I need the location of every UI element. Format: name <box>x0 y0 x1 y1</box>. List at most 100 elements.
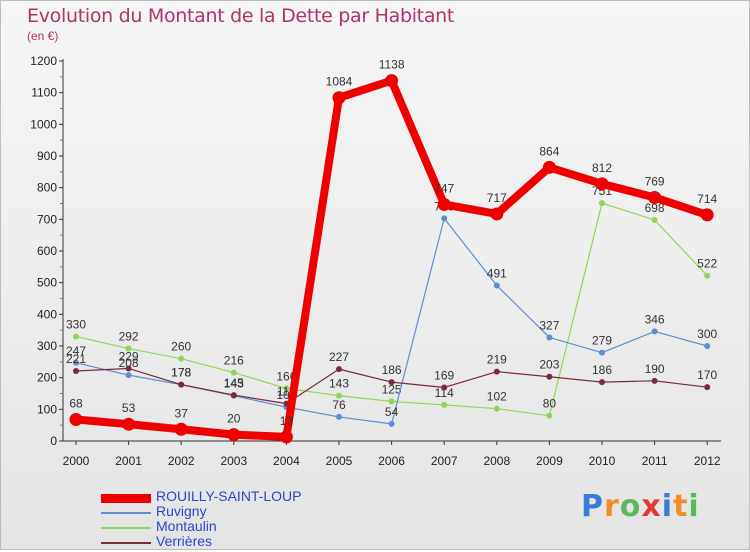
data-point <box>125 365 132 372</box>
data-point <box>73 359 79 366</box>
data-label: 186 <box>592 363 612 377</box>
data-label: 20 <box>227 412 241 426</box>
data-point <box>700 208 714 222</box>
y-tick-label: 0 <box>50 434 57 448</box>
data-label: 178 <box>171 366 191 380</box>
data-label: 80 <box>543 397 557 411</box>
data-label: 125 <box>382 382 402 396</box>
data-label: 717 <box>487 191 507 205</box>
logo-letter: i <box>661 489 674 524</box>
data-point <box>599 379 605 386</box>
data-label: 53 <box>122 401 136 415</box>
data-point <box>704 343 711 349</box>
data-point <box>388 398 395 405</box>
data-point <box>178 381 185 388</box>
data-label: 864 <box>539 144 559 158</box>
logo-letter: i <box>688 489 700 524</box>
data-point <box>648 190 662 204</box>
data-point <box>441 401 448 408</box>
logo-letter: x <box>641 489 662 524</box>
data-label: 102 <box>487 390 507 404</box>
data-label: 68 <box>69 396 83 410</box>
data-label: 346 <box>645 312 665 326</box>
x-tick-label: 2003 <box>220 454 247 468</box>
data-point <box>388 379 395 386</box>
y-tick-label: 400 <box>37 307 57 321</box>
data-label: 208 <box>119 356 139 370</box>
y-tick-label: 300 <box>37 339 57 353</box>
data-point <box>595 177 609 191</box>
data-point <box>174 422 188 436</box>
data-point <box>283 385 290 392</box>
y-tick-label: 700 <box>37 212 57 226</box>
data-label: 114 <box>435 386 454 400</box>
data-point <box>441 215 448 222</box>
chart-title: Evolution du Montant de la Dette par Hab… <box>27 5 455 27</box>
data-label: 769 <box>645 174 665 188</box>
data-label: 247 <box>66 344 86 358</box>
data-point <box>230 392 237 399</box>
data-point <box>493 282 500 289</box>
data-point <box>69 412 83 426</box>
data-label: 178 <box>171 366 191 380</box>
logo-letter: o <box>619 489 642 524</box>
data-point <box>279 430 293 444</box>
x-tick-label: 2004 <box>273 454 300 468</box>
data-label: 491 <box>487 267 507 281</box>
data-point <box>493 405 500 412</box>
data-point <box>230 369 237 376</box>
proxiti-logo: Proxiti <box>581 489 700 524</box>
data-label: 330 <box>66 318 86 332</box>
data-label: 812 <box>592 161 612 175</box>
data-point <box>599 349 605 356</box>
data-label: 190 <box>645 362 665 376</box>
legend-swatch <box>101 494 151 503</box>
data-label: 698 <box>645 201 665 215</box>
data-point <box>336 392 342 399</box>
x-tick-label: 2010 <box>589 454 616 468</box>
x-tick-label: 2007 <box>431 454 458 468</box>
data-point <box>704 272 711 279</box>
data-label: 747 <box>434 181 454 195</box>
data-label: 13 <box>280 414 294 428</box>
data-label: 37 <box>175 406 189 420</box>
x-tick-label: 2002 <box>168 454 195 468</box>
y-tick-label: 100 <box>37 402 57 416</box>
data-point <box>125 372 132 379</box>
legend-label: ROUILLY-SAINT-LOUP <box>156 488 302 504</box>
data-point <box>542 160 556 174</box>
chart-unit: (en €) <box>27 29 59 43</box>
y-tick-label: 1000 <box>30 117 57 131</box>
logo-letter: P <box>581 489 604 524</box>
data-point <box>599 200 605 207</box>
legend-swatch <box>101 542 151 544</box>
x-tick-label: 2005 <box>326 454 353 468</box>
logo-letter: r <box>604 489 620 524</box>
data-point <box>441 384 448 391</box>
data-label: 203 <box>539 358 559 372</box>
data-point <box>651 377 658 384</box>
data-label: 327 <box>539 318 559 332</box>
data-label: 522 <box>697 257 717 271</box>
y-tick-label: 1100 <box>31 86 57 100</box>
y-tick-label: 500 <box>37 276 57 290</box>
data-label: 169 <box>434 368 454 382</box>
data-point <box>336 366 342 373</box>
data-point <box>332 91 346 105</box>
data-label: 260 <box>171 340 191 354</box>
data-label: 300 <box>697 327 717 341</box>
x-tick-label: 2011 <box>642 454 668 468</box>
data-label: 216 <box>224 354 244 368</box>
data-label: 221 <box>66 352 86 366</box>
data-label: 714 <box>697 192 717 206</box>
data-label: 229 <box>119 349 139 363</box>
data-point <box>178 355 185 362</box>
y-tick-label: 1200 <box>30 54 57 68</box>
data-point <box>385 74 399 88</box>
legend-swatch <box>101 527 151 529</box>
data-point <box>546 373 553 380</box>
x-tick-label: 2008 <box>483 454 510 468</box>
y-tick-label: 800 <box>37 181 57 195</box>
